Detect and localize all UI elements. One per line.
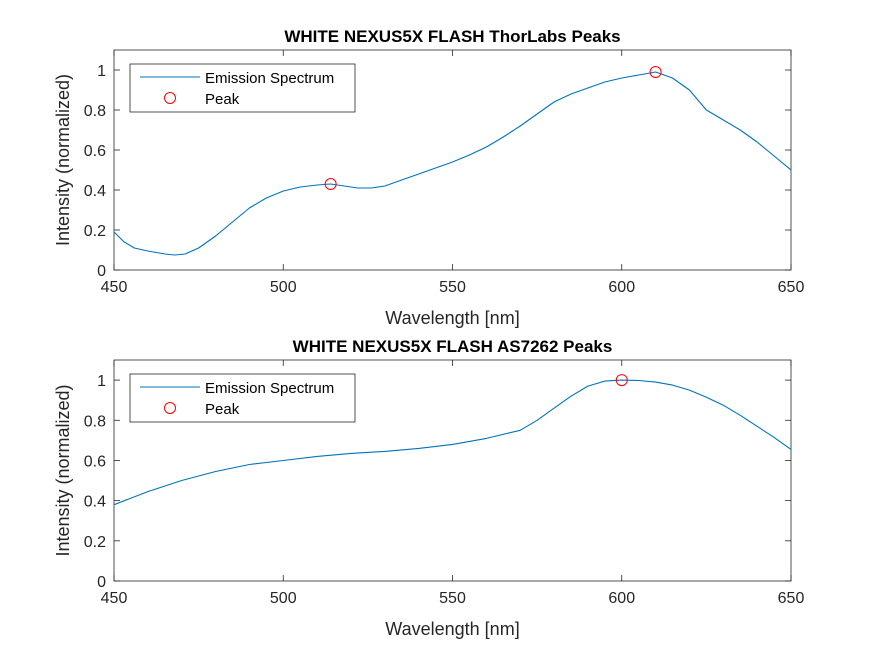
plot-as7262: 450 500 550 600 650 0 0.2 0.4 0.6 0.8 1 WHITE NEXUS… — [53, 337, 804, 639]
y-tick-label: 0.8 — [84, 103, 106, 120]
y-axis-label: Intensity (normalized) — [53, 384, 73, 556]
emission-spectrum-line — [114, 379, 791, 506]
peak-marker — [324, 178, 337, 190]
peak-marker — [615, 374, 628, 387]
x-tick-label: 500 — [270, 279, 297, 296]
x-axis-label: Wavelength [nm] — [385, 308, 519, 328]
y-tick-label: 0.4 — [84, 183, 106, 200]
legend-label: Emission Spectrum — [205, 70, 334, 87]
legend-marker-swatch — [164, 92, 176, 104]
chart-title: WHITE NEXUS5X FLASH ThorLabs Peaks — [284, 27, 620, 46]
x-tick-label: 600 — [608, 279, 635, 296]
x-tick-label: 650 — [778, 279, 805, 296]
y-tick-label: 0.2 — [84, 534, 106, 551]
y-tick-label: 1 — [97, 63, 106, 80]
y-tick-label: 1 — [97, 373, 106, 390]
y-tick-label: 0.2 — [84, 223, 106, 240]
y-tick-label: 0.6 — [84, 143, 106, 160]
peak-marker — [649, 66, 662, 78]
legend-label: Peak — [205, 401, 240, 418]
legend-label: Emission Spectrum — [205, 380, 334, 397]
y-tick-label: 0.8 — [84, 413, 106, 430]
legend-marker-swatch — [164, 402, 176, 414]
x-tick-label: 600 — [608, 590, 635, 607]
y-tick-label: 0.6 — [84, 453, 106, 470]
emission-spectrum-line — [114, 71, 791, 256]
y-tick-label: 0 — [97, 574, 106, 591]
x-tick-label: 550 — [439, 590, 466, 607]
x-tick-label: 650 — [778, 590, 805, 607]
y-tick-label: 0.4 — [84, 494, 106, 511]
chart-title: WHITE NEXUS5X FLASH AS7262 Peaks — [293, 337, 613, 356]
x-tick-label: 550 — [439, 279, 466, 296]
x-axis-label: Wavelength [nm] — [385, 619, 519, 639]
plot-thorlabs: 450 500 550 600 650 0 0.2 0.4 0.6 0.8 1 WHITE NEXUS… — [53, 27, 804, 328]
x-tick-label: 450 — [101, 590, 128, 607]
legend-box — [129, 373, 356, 423]
legend-label: Peak — [205, 91, 240, 108]
x-tick-label: 500 — [270, 590, 297, 607]
x-tick-label: 450 — [101, 279, 128, 296]
legend-box — [129, 63, 356, 113]
y-axis-label: Intensity (normalized) — [53, 74, 73, 246]
y-tick-label: 0 — [97, 263, 106, 280]
